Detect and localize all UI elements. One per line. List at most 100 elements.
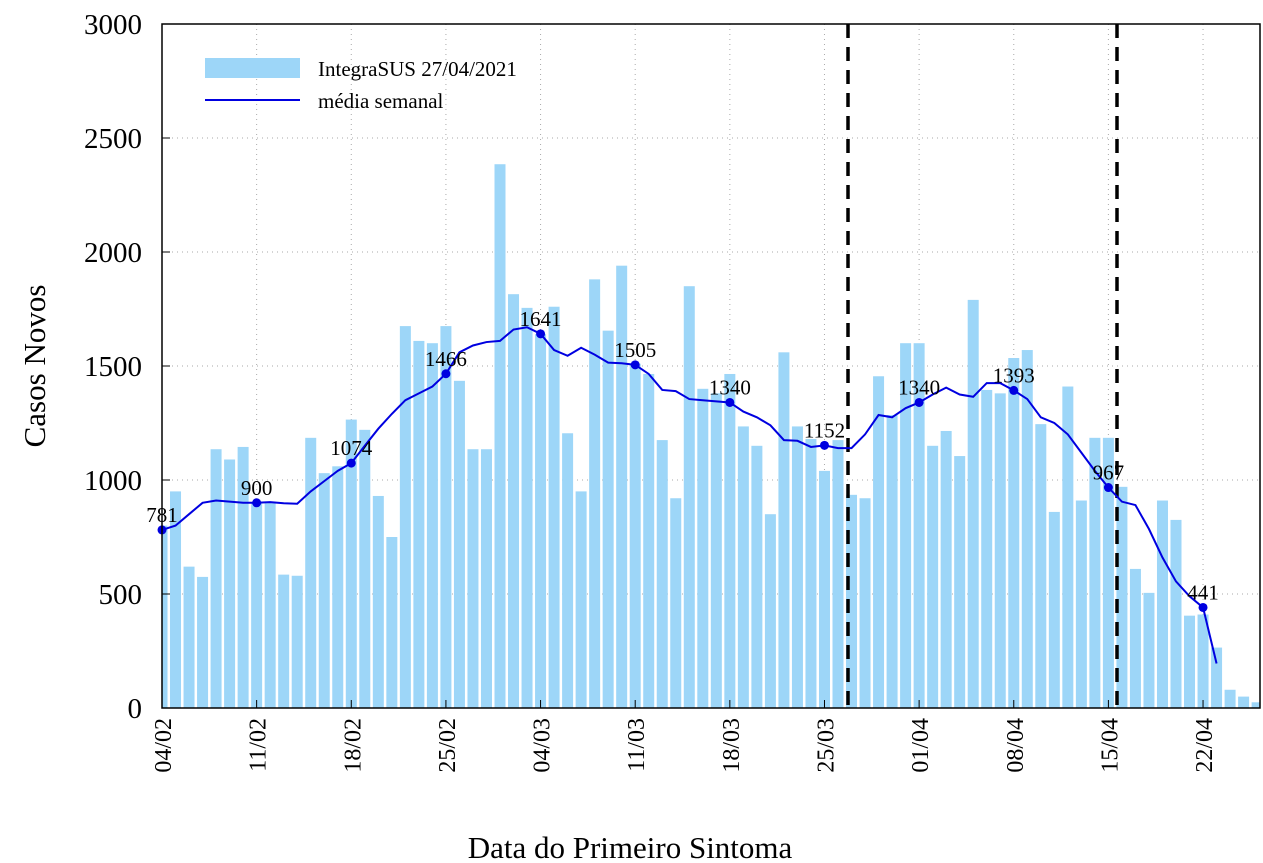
- bar: [724, 373, 736, 708]
- bar: [1184, 615, 1196, 708]
- data-label: 967: [1093, 461, 1125, 485]
- bar: [183, 566, 195, 708]
- bar: [602, 330, 614, 708]
- bar: [994, 393, 1006, 708]
- point-marker: [536, 329, 546, 339]
- x-tick-label: 18/03: [719, 718, 745, 773]
- bar: [467, 449, 479, 708]
- bar: [264, 501, 276, 708]
- bar: [224, 459, 236, 708]
- bar: [737, 426, 749, 708]
- bar: [1008, 358, 1020, 708]
- bar: [710, 393, 722, 708]
- bar: [575, 491, 587, 708]
- bar: [940, 430, 952, 708]
- bar: [1170, 519, 1182, 708]
- bar: [913, 343, 925, 708]
- bar: [494, 164, 506, 708]
- bar: [981, 389, 993, 708]
- bar: [372, 495, 384, 708]
- x-tick-label: 25/03: [813, 718, 839, 773]
- data-label: 441: [1187, 580, 1219, 604]
- bar: [886, 415, 898, 708]
- bar: [589, 279, 601, 708]
- bar: [1224, 689, 1236, 708]
- bar: [778, 352, 790, 708]
- bar: [521, 307, 533, 708]
- point-marker: [914, 397, 924, 407]
- x-tick-label: 04/03: [530, 718, 556, 773]
- legend-label: média semanal: [318, 89, 444, 113]
- bar: [805, 438, 817, 708]
- bar: [818, 470, 830, 708]
- point-marker: [630, 360, 640, 370]
- x-tick-label: 18/02: [340, 718, 366, 773]
- x-tick-label: 15/04: [1097, 718, 1123, 773]
- bar: [332, 466, 344, 708]
- bar: [278, 574, 290, 708]
- x-tick-label: 22/04: [1192, 718, 1218, 773]
- bar: [1238, 696, 1250, 708]
- bar: [846, 494, 858, 708]
- bar: [399, 326, 411, 708]
- bar: [548, 306, 560, 708]
- bar: [967, 299, 979, 708]
- bar: [1211, 647, 1223, 708]
- bar: [643, 373, 655, 708]
- bar: [1156, 500, 1168, 708]
- line-layer: 7819001074146616411505134011521340139396…: [146, 307, 1219, 664]
- bar: [318, 473, 330, 708]
- point-marker: [346, 458, 356, 468]
- bar: [359, 429, 371, 708]
- data-label: 1466: [425, 347, 467, 371]
- bar: [832, 440, 844, 708]
- bar: [764, 514, 776, 708]
- bar: [873, 376, 885, 708]
- bar: [683, 286, 695, 708]
- average-line: [161, 326, 1218, 664]
- bar: [345, 419, 357, 708]
- data-label: 1393: [993, 363, 1035, 387]
- bar: [426, 343, 438, 708]
- y-tick-label: 500: [99, 579, 143, 611]
- bar: [1089, 437, 1101, 708]
- point-marker: [441, 369, 451, 379]
- point-marker: [1009, 385, 1019, 395]
- bar: [1251, 702, 1260, 708]
- x-tick-label: 11/03: [624, 718, 650, 772]
- data-label: 1505: [614, 338, 656, 362]
- bar: [1048, 511, 1060, 708]
- point-marker: [725, 397, 735, 407]
- x-axis-label: Data do Primeiro Sintoma: [468, 830, 793, 863]
- ticks: 0 500 1000 1500 2000 2500 3000 04/02 11/02 18/02 2…: [84, 9, 1218, 773]
- data-label: 1340: [709, 375, 751, 399]
- y-tick-label: 3000: [84, 9, 142, 41]
- bar: [1021, 350, 1033, 708]
- bar: [1143, 592, 1155, 708]
- bar: [440, 326, 452, 708]
- bar: [170, 491, 182, 708]
- bar: [162, 525, 168, 708]
- bar: [535, 334, 547, 708]
- y-tick-label: 1500: [84, 351, 142, 383]
- legend-swatch: [205, 58, 300, 78]
- bar: [1062, 386, 1074, 708]
- bar: [1197, 614, 1209, 708]
- bar: [480, 449, 492, 708]
- data-label: 1152: [804, 418, 845, 442]
- bar: [616, 265, 628, 708]
- bar: [670, 498, 682, 708]
- bar: [859, 498, 871, 708]
- bar: [954, 456, 966, 708]
- bar: [386, 537, 398, 708]
- point-marker: [819, 440, 829, 450]
- bar: [210, 449, 222, 708]
- bar: [237, 446, 249, 708]
- bar: [791, 426, 803, 708]
- x-tick-label: 25/02: [435, 718, 461, 773]
- bar: [453, 380, 465, 708]
- bar: [697, 388, 709, 708]
- x-tick-label: 01/04: [908, 718, 934, 773]
- bar: [291, 575, 303, 708]
- x-tick-label: 08/04: [1003, 718, 1029, 773]
